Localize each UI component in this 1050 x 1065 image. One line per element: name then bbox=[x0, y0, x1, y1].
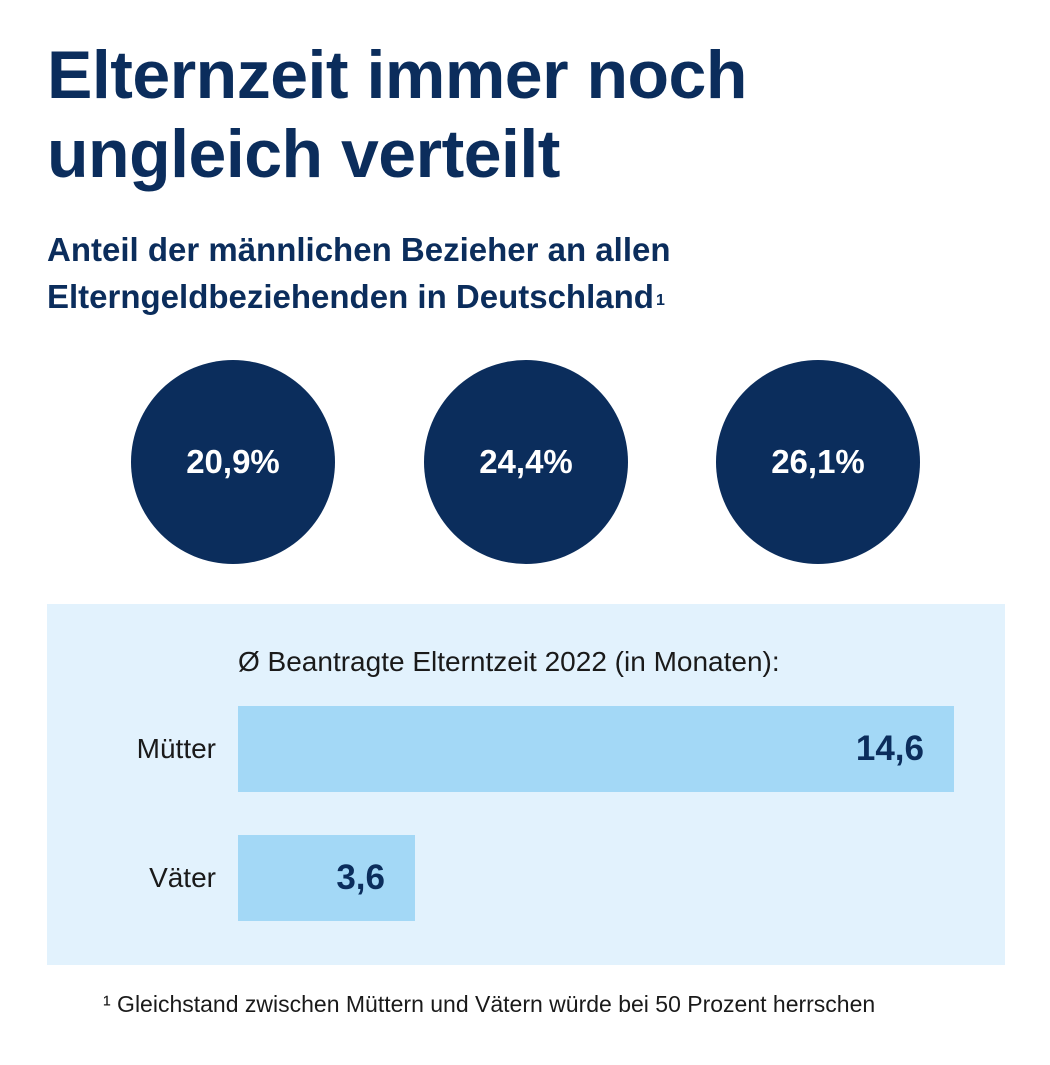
title-line-2: ungleich verteilt bbox=[47, 116, 560, 192]
stat-circle-2: 24,4% bbox=[424, 360, 628, 564]
bar-1 bbox=[238, 706, 954, 792]
subtitle-line-1: Anteil der männlichen Bezieher an allen bbox=[47, 231, 671, 268]
stat-circle-value-3: 26,1% bbox=[771, 443, 865, 480]
chart-title: Ø Beantragte Elterntzeit 2022 (in Monate… bbox=[238, 646, 780, 677]
bar-value-1: 14,6 bbox=[855, 729, 924, 768]
bar-label-1: Mütter bbox=[136, 733, 216, 764]
page-title: Elternzeit immer noch ungleich verteilt bbox=[47, 36, 1007, 194]
footnote-mark: 1 bbox=[655, 292, 665, 309]
stat-circle-value-2: 24,4% bbox=[479, 443, 573, 480]
footnote: ¹ Gleichstand zwischen Müttern und Väter… bbox=[103, 991, 876, 1017]
title-line-1: Elternzeit immer noch bbox=[47, 37, 747, 113]
bar-2 bbox=[238, 835, 415, 921]
bar-value-2: 3,6 bbox=[336, 858, 385, 897]
subtitle: Anteil der männlichen Bezieher an allen … bbox=[47, 226, 947, 320]
stat-circle-value-1: 20,9% bbox=[186, 443, 280, 480]
bar-label-2: Väter bbox=[149, 862, 216, 893]
stat-circle-3: 26,1% bbox=[716, 360, 920, 564]
subtitle-line-2: Elterngeldbeziehenden in Deutschland bbox=[47, 278, 654, 315]
stat-circle-1: 20,9% bbox=[131, 360, 335, 564]
